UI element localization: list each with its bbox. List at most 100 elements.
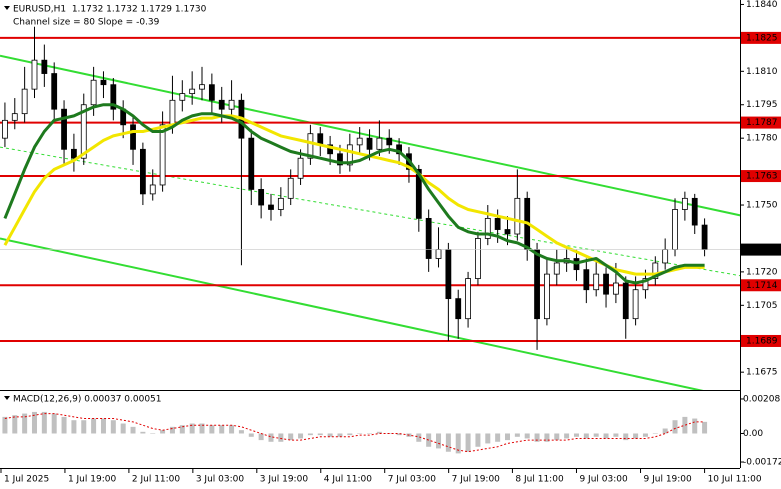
candle-body xyxy=(494,217,501,230)
y-tick-label: 1.1795 xyxy=(746,100,778,110)
macd-bar xyxy=(268,433,274,442)
candle-body xyxy=(287,177,294,199)
chart-title: EURUSD,H1 1.1732 1.1732 1.1729 1.1730 xyxy=(13,5,207,15)
candle-body xyxy=(632,289,639,320)
candle-body xyxy=(110,84,117,110)
macd-bar xyxy=(475,433,481,447)
macd-bar xyxy=(140,431,146,434)
macd-signal xyxy=(4,413,705,453)
candle-body xyxy=(662,249,669,264)
macd-bar xyxy=(288,433,294,441)
channel-upper xyxy=(0,54,740,217)
macd-bar xyxy=(199,423,205,434)
macd-bar xyxy=(150,433,156,434)
candle-body xyxy=(199,84,205,90)
macd-bar xyxy=(623,433,629,441)
y-tick-label: 1.1810 xyxy=(746,67,778,77)
x-tick-label: 3 Jul 19:00 xyxy=(260,475,309,485)
macd-bar xyxy=(416,433,422,442)
macd-bar xyxy=(465,433,471,452)
candle-body xyxy=(2,119,8,139)
candle-body xyxy=(297,157,304,179)
candle-body xyxy=(327,144,334,155)
macd-bar xyxy=(347,433,353,436)
candle-body xyxy=(179,93,186,101)
macd-bar xyxy=(209,425,215,434)
macd-bar xyxy=(554,433,560,441)
x-tick-label: 7 Jul 03:00 xyxy=(388,475,437,485)
x-tick-label: 4 Jul 11:00 xyxy=(324,475,373,485)
x-tick-label: 2 Jul 11:00 xyxy=(132,475,181,485)
level-label-box xyxy=(741,116,781,129)
x-tick-label: 8 Jul 11:00 xyxy=(515,475,564,485)
menu-triangle xyxy=(4,396,10,400)
candle-body xyxy=(159,124,166,186)
candle-body xyxy=(642,278,649,291)
macd-bar xyxy=(495,433,501,442)
candle-body xyxy=(277,197,284,210)
candle-body xyxy=(366,137,373,150)
candle-body xyxy=(376,137,383,150)
macd-bar xyxy=(564,433,570,439)
candle-body xyxy=(346,144,353,166)
macd-bar xyxy=(2,416,8,434)
macd-bar xyxy=(120,423,126,434)
macd-bar xyxy=(613,433,619,437)
macd-bar xyxy=(219,425,225,434)
macd-bar xyxy=(189,423,195,434)
candle-body xyxy=(248,137,255,190)
level-label: 1.1825 xyxy=(746,33,778,43)
macd-bar xyxy=(396,433,402,436)
macd-bar xyxy=(51,413,57,434)
moving-average xyxy=(3,114,705,276)
x-tick-label: 9 Jul 03:00 xyxy=(579,475,628,485)
macd-bar xyxy=(130,426,136,434)
candle-body xyxy=(593,273,600,291)
macd-bar xyxy=(603,433,609,439)
level-label: 1.1714 xyxy=(746,281,778,291)
moving-average xyxy=(3,103,705,285)
candle-body xyxy=(386,137,393,146)
x-tick-label: 7 Jul 19:00 xyxy=(452,475,501,485)
candle-body xyxy=(691,197,698,226)
price-panel xyxy=(0,26,740,390)
macd-bar xyxy=(455,433,461,454)
candle-body xyxy=(218,99,225,110)
candle-body xyxy=(544,273,550,320)
candle-body xyxy=(603,273,609,295)
candle-body xyxy=(100,79,107,86)
macd-bar xyxy=(642,433,648,437)
macd-bar xyxy=(652,433,658,434)
candle-body xyxy=(139,148,146,195)
macd-bar xyxy=(672,420,678,434)
macd-bar xyxy=(436,433,442,449)
macd-bar xyxy=(337,433,343,437)
candle-body xyxy=(130,124,136,150)
candle-body xyxy=(41,59,48,74)
last-price-label: 1.1730 xyxy=(746,245,778,255)
candle-body xyxy=(189,88,196,95)
macd-bar xyxy=(179,425,185,434)
level-label-box xyxy=(741,170,781,183)
y-tick-label: 1.1840 xyxy=(746,0,778,10)
candle-body xyxy=(149,184,156,195)
candle-body xyxy=(504,229,511,235)
candle-body xyxy=(672,209,678,251)
macd-bar xyxy=(534,433,540,442)
x-tick-label: 9 Jul 19:00 xyxy=(644,475,693,485)
macd-bar xyxy=(544,433,550,442)
candle-body xyxy=(80,104,87,159)
candle-body xyxy=(90,79,97,106)
macd-bar xyxy=(91,418,97,434)
y-tick-label: 1.1780 xyxy=(746,134,778,144)
candle-body xyxy=(652,262,659,279)
candle-body xyxy=(31,59,38,90)
candle-body xyxy=(258,189,265,206)
x-tick-label: 1 Jul 19:00 xyxy=(68,475,117,485)
macd-panel xyxy=(2,411,708,454)
macd-bar xyxy=(110,420,116,434)
candle-body xyxy=(11,113,18,121)
macd-bar xyxy=(317,433,323,436)
candle-body xyxy=(228,99,235,110)
